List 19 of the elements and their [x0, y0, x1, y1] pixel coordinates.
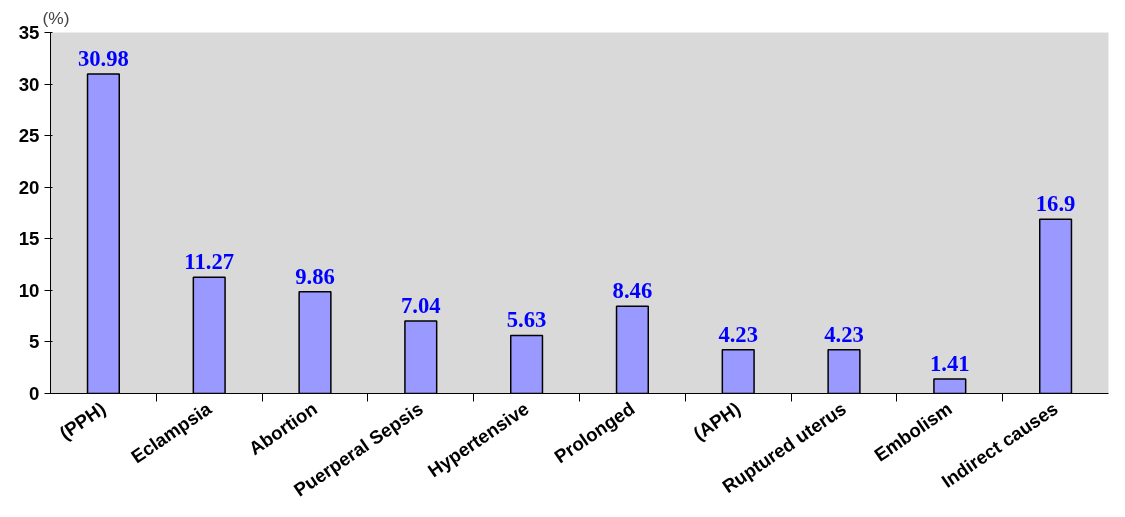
- y-axis-title: (%): [42, 7, 70, 28]
- data-label: 4.23: [824, 321, 864, 347]
- y-tick-label: 35: [18, 22, 40, 43]
- y-tick-label: 5: [29, 331, 40, 353]
- data-label: 4.23: [718, 321, 759, 347]
- y-tick-label: 30: [18, 73, 40, 95]
- y-tick-label: 0: [29, 383, 40, 404]
- data-label: 1.41: [929, 350, 970, 376]
- data-label: 7.04: [400, 292, 441, 318]
- data-label: 11.27: [184, 249, 235, 275]
- y-tick-label: 10: [18, 279, 40, 301]
- data-label: 16.9: [1035, 191, 1076, 217]
- y-tick-label: 20: [18, 176, 40, 198]
- data-label: 5.63: [506, 307, 547, 333]
- data-label: 9.86: [295, 263, 335, 289]
- data-label: 30.98: [77, 45, 129, 71]
- y-tick-label: 15: [18, 228, 40, 250]
- data-label: 8.46: [612, 278, 653, 304]
- y-tick-label: 25: [18, 125, 40, 147]
